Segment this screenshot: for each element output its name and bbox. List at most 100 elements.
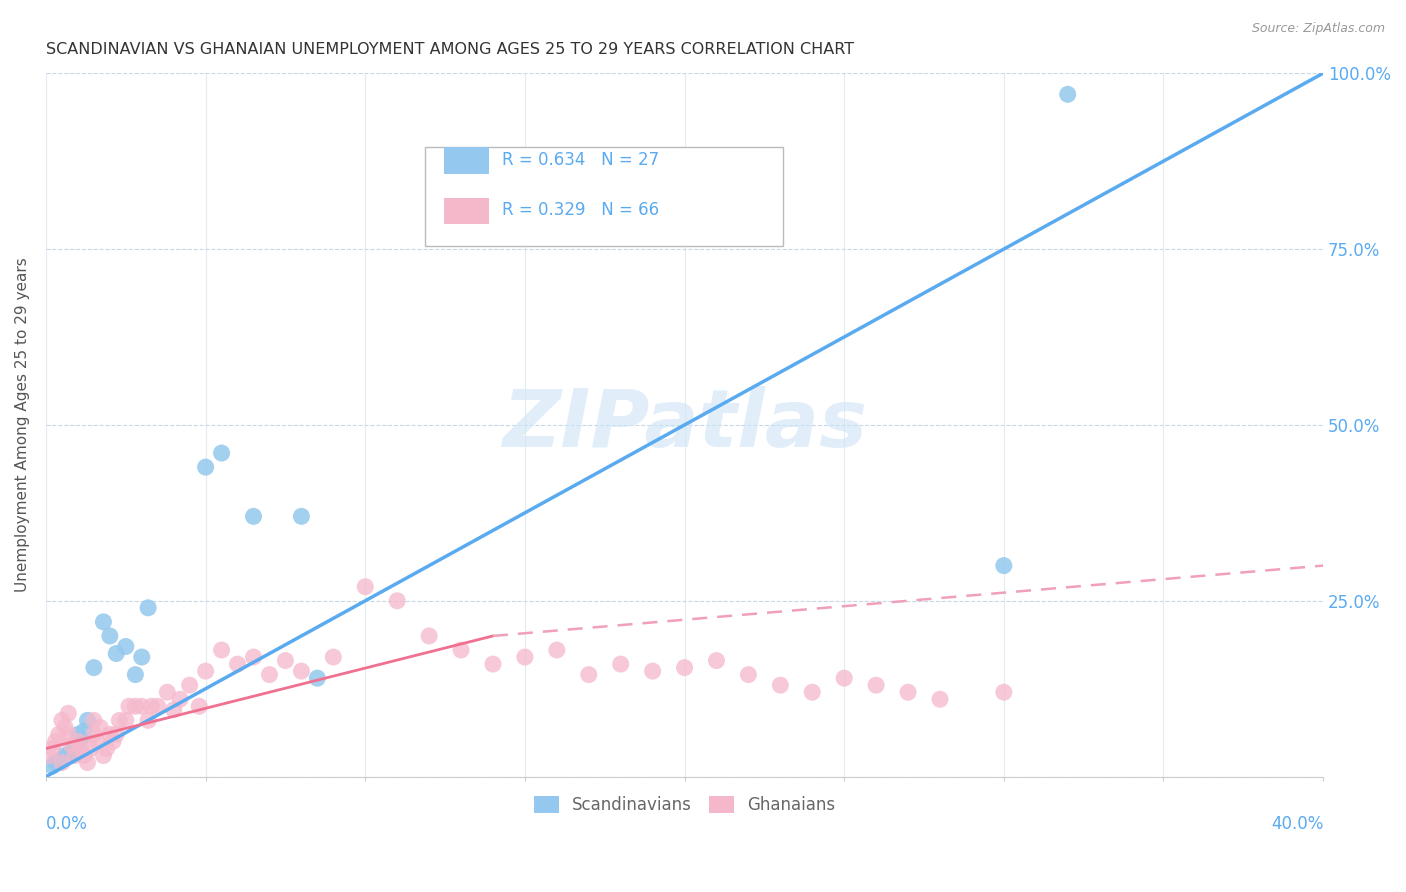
Point (226, 657, 249, 671)
Point (93, 615, 115, 629)
Point (929, 692, 952, 706)
Point (141, 699, 163, 714)
Text: SCANDINAVIAN VS GHANAIAN UNEMPLOYMENT AMONG AGES 25 TO 29 YEARS CORRELATION CHAR: SCANDINAVIAN VS GHANAIAN UNEMPLOYMENT AM… (46, 42, 853, 57)
Point (76, 756, 98, 770)
Text: Source: ZipAtlas.com: Source: ZipAtlas.com (1251, 22, 1385, 36)
Point (188, 699, 211, 714)
Point (70, 741, 93, 756)
Text: R = 0.329   N = 66: R = 0.329 N = 66 (502, 202, 659, 219)
Point (58, 727, 80, 741)
Point (1056, 87, 1078, 102)
Point (41, 741, 63, 756)
Point (290, 509, 312, 524)
Point (51, 752, 73, 766)
Point (136, 600, 159, 615)
Point (66, 727, 89, 741)
Point (737, 667, 759, 681)
Point (993, 685, 1015, 699)
Point (832, 671, 855, 685)
Y-axis label: Unemployment Among Ages 25 to 29 years: Unemployment Among Ages 25 to 29 years (15, 258, 30, 592)
Point (70, 731, 93, 745)
Point (73, 723, 96, 738)
Point (156, 685, 179, 699)
Point (96, 741, 118, 756)
Point (114, 714, 136, 728)
Point (58, 706, 80, 721)
Point (641, 664, 664, 678)
Point (211, 643, 233, 657)
Point (105, 727, 128, 741)
Point (578, 667, 600, 681)
Point (418, 629, 440, 643)
Point (98, 727, 121, 741)
Point (706, 654, 728, 668)
Point (108, 714, 131, 728)
Point (83, 714, 105, 728)
Point (124, 699, 146, 714)
Point (53, 748, 76, 763)
Point (51, 756, 73, 770)
Point (63, 748, 86, 763)
Text: ZIPatlas: ZIPatlas (502, 386, 868, 464)
Point (194, 460, 217, 475)
Point (322, 650, 344, 665)
Point (242, 509, 264, 524)
Point (146, 699, 169, 714)
Point (48, 756, 70, 770)
Point (118, 699, 141, 714)
Point (53, 720, 76, 734)
Point (98, 629, 121, 643)
Point (63, 741, 86, 756)
Point (131, 699, 153, 714)
Point (801, 685, 824, 699)
Text: 0.0%: 0.0% (46, 815, 87, 833)
Point (60, 745, 83, 759)
Point (51, 714, 73, 728)
Point (131, 650, 153, 665)
Point (993, 558, 1015, 573)
Point (45, 756, 67, 770)
Point (79, 741, 101, 756)
Point (136, 714, 159, 728)
Point (114, 640, 136, 654)
Point (73, 748, 96, 763)
Point (124, 667, 146, 681)
Point (76, 714, 98, 728)
Point (105, 647, 128, 661)
FancyBboxPatch shape (444, 198, 489, 225)
Point (769, 678, 792, 692)
Point (211, 446, 233, 460)
Point (354, 580, 377, 594)
Point (89, 720, 111, 734)
Point (86, 734, 108, 748)
Point (609, 657, 631, 671)
FancyBboxPatch shape (444, 147, 489, 174)
Point (101, 734, 124, 748)
Point (38, 748, 60, 763)
Point (194, 664, 217, 678)
Point (385, 594, 408, 608)
Point (83, 660, 105, 674)
FancyBboxPatch shape (425, 147, 783, 245)
Point (290, 664, 312, 678)
Point (482, 657, 505, 671)
Point (897, 685, 920, 699)
Point (450, 643, 472, 657)
Point (163, 703, 186, 717)
Point (41, 759, 63, 773)
Point (274, 654, 297, 668)
Legend: Scandinavians, Ghanaians: Scandinavians, Ghanaians (527, 789, 842, 821)
Point (60, 738, 83, 752)
Point (48, 727, 70, 741)
Point (865, 678, 887, 692)
Point (93, 748, 115, 763)
Point (66, 734, 89, 748)
Point (45, 734, 67, 748)
Point (58, 748, 80, 763)
Point (259, 667, 281, 681)
Point (546, 643, 568, 657)
Point (242, 650, 264, 665)
Point (179, 678, 201, 692)
Point (513, 650, 536, 665)
Point (169, 692, 191, 706)
